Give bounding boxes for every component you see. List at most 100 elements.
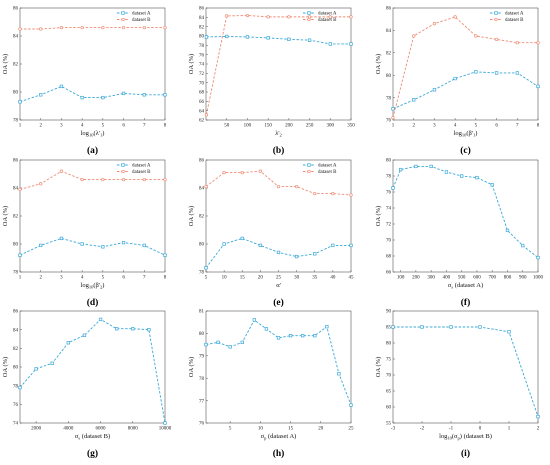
x-tick-label: 100 [244, 124, 252, 129]
data-point [142, 177, 146, 182]
y-tick-label: 80 [13, 91, 19, 96]
y-tick-label: 82 [199, 25, 205, 30]
data-point [101, 245, 105, 249]
data-point [82, 333, 87, 337]
x-tick-label: 10 [222, 276, 228, 281]
y-tick-label: 86 [386, 7, 392, 12]
y-tick-label: 76 [199, 422, 205, 427]
x-tick-label: 2 [537, 427, 540, 432]
x-tick-label: 10 [258, 427, 264, 432]
y-tick-label: 84 [13, 35, 19, 40]
data-point [536, 255, 540, 260]
x-axis-label: σp (dataset A) [261, 433, 297, 441]
data-point [163, 93, 167, 97]
y-tick-label: 68 [199, 91, 205, 96]
data-point [475, 175, 479, 180]
y-tick-label: 82 [386, 52, 392, 57]
plot-area [392, 159, 539, 273]
x-tick-label: 25 [276, 276, 282, 281]
x-tick-label: 6 [122, 276, 125, 281]
plot-area [19, 310, 166, 424]
y-tick-label: 70 [386, 374, 392, 379]
x-tick-label: 7 [516, 124, 519, 129]
x-tick-label: 4000 [63, 427, 74, 432]
data-point [313, 252, 317, 256]
y-tick-label: 70 [199, 81, 205, 86]
data-point [59, 169, 64, 173]
data-point [225, 34, 229, 39]
data-point [121, 25, 126, 30]
data-point [536, 84, 540, 89]
legend-marker [121, 163, 125, 167]
data-point [34, 367, 38, 371]
plot-area [205, 159, 352, 273]
x-tick-label: 4 [81, 276, 84, 281]
y-axis-label: OA (%) [375, 357, 382, 377]
data-point [225, 14, 229, 18]
y-tick-label: 86 [13, 310, 19, 315]
data-point [391, 325, 395, 329]
x-tick-label: 700 [488, 276, 496, 281]
data-point [301, 333, 305, 338]
y-tick-label: 78 [386, 175, 392, 180]
chart-panel-h: 5 10 15 20 25 76 77 78 79 80 81 OA (%) σp (dataset A… [188, 310, 354, 459]
y-axis-label: OA (%) [2, 54, 9, 74]
y-tick-label: 65 [386, 390, 392, 395]
y-tick-label: 60 [386, 406, 392, 411]
data-point [331, 191, 335, 196]
data-point [276, 184, 281, 189]
y-tick-label: 86 [199, 7, 205, 12]
y-tick-label: 68 [386, 255, 392, 260]
plot-area [205, 310, 352, 424]
x-tick-label: 2 [412, 124, 415, 129]
panel-label: (i) [461, 448, 470, 459]
data-point [398, 167, 403, 172]
x-tick-label: 3 [433, 124, 436, 129]
x-tick-label: 8 [164, 276, 167, 281]
series-line [393, 326, 539, 417]
y-tick-label: 55 [386, 422, 392, 427]
data-point [59, 236, 64, 241]
x-tick-label: 5 [205, 276, 208, 281]
y-axis-label: OA (%) [188, 357, 195, 377]
chart-panel-b: 50 100 150 200 250 300 350 62 64 66 68 70 72 74 76 78 80… [188, 7, 355, 156]
legend-label: dataset B [318, 170, 337, 175]
y-tick-label: 75 [386, 358, 392, 363]
y-tick-label: 80 [386, 159, 392, 164]
data-point [349, 193, 353, 197]
data-point [288, 333, 293, 338]
data-point [121, 240, 126, 245]
data-point [337, 372, 341, 376]
data-point [59, 84, 64, 89]
data-point [478, 325, 482, 329]
x-tick-label: 6 [495, 124, 498, 129]
data-point [18, 100, 22, 104]
data-point [101, 95, 105, 100]
panel-label: (c) [460, 145, 471, 156]
data-point [216, 340, 220, 345]
legend-label: dataset B [505, 18, 524, 23]
series-line [19, 237, 166, 256]
y-tick-label: 80 [13, 366, 19, 371]
x-tick-label: 5 [229, 427, 232, 432]
data-point [163, 421, 167, 425]
data-point [240, 236, 244, 241]
y-tick-label: 78 [13, 271, 19, 276]
x-tick-label: 10000 [159, 427, 172, 432]
x-tick-label: 5 [102, 276, 105, 281]
x-tick-label: 200 [285, 124, 293, 129]
chart-panel-f: 100 200 300 400 500 600 700 800 900 1000 66 68 70 72 7… [375, 159, 544, 308]
y-tick-label: 76 [386, 191, 392, 196]
data-point [391, 186, 395, 190]
x-tick-label: -3 [391, 427, 396, 432]
data-point [163, 177, 167, 182]
series-line [392, 16, 538, 118]
panel-label: (e) [273, 297, 284, 308]
y-tick-label: 62 [199, 119, 205, 124]
data-point [245, 13, 250, 18]
data-point [222, 170, 226, 175]
data-point [66, 341, 70, 345]
data-point [515, 71, 519, 75]
y-tick-label: 79 [199, 355, 205, 360]
